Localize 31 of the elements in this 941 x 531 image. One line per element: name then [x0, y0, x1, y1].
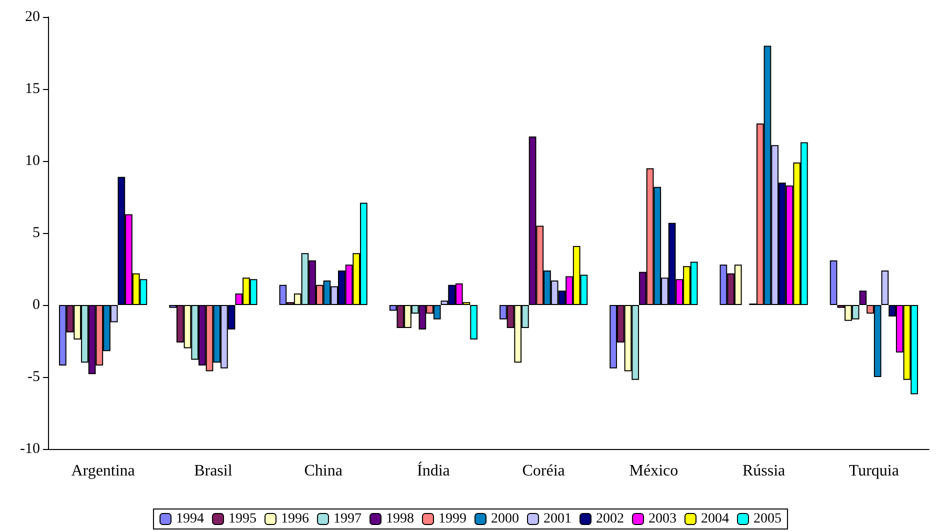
x-tick-label: Turquia — [848, 462, 899, 480]
legend-label: 1998 — [386, 512, 414, 526]
legend-label: 2002 — [596, 512, 624, 526]
bar — [859, 290, 867, 305]
bar — [881, 270, 889, 305]
x-tick-label: Índia — [417, 462, 450, 480]
y-tick-label: 5 — [32, 225, 40, 241]
legend-label: 1997 — [334, 512, 362, 526]
x-tick-label: México — [629, 462, 678, 480]
x-tick-label: Rússia — [742, 462, 786, 480]
y-tick-label: 10 — [25, 153, 40, 169]
x-tick-label: Brasil — [194, 462, 233, 480]
x-tick-label: China — [304, 462, 342, 480]
legend-label: 1994 — [176, 512, 204, 526]
legend-label: 1996 — [281, 512, 309, 526]
y-tick-label: 0 — [32, 297, 40, 313]
legend-label: 2001 — [544, 512, 572, 526]
y-tick-label: 20 — [25, 9, 40, 25]
x-tick-label: Coréia — [522, 462, 565, 480]
y-tick-label: -5 — [28, 369, 40, 385]
y-tick-label: -10 — [20, 441, 40, 457]
legend-label: 1999 — [438, 512, 466, 526]
legend-label: 2005 — [754, 512, 782, 526]
bar — [830, 260, 838, 305]
x-tick-label: Argentina — [71, 462, 135, 480]
legend-label: 2004 — [701, 512, 729, 526]
legend-label: 2003 — [648, 512, 676, 526]
bar — [470, 305, 478, 340]
legend-label: 1995 — [228, 512, 256, 526]
legend-label: 2000 — [491, 512, 519, 526]
y-tick-label: 15 — [25, 81, 40, 97]
